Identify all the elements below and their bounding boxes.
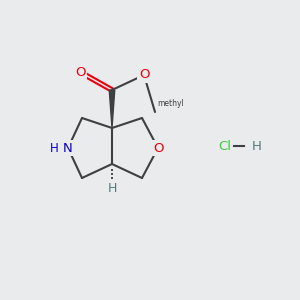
Text: H: H <box>50 142 59 154</box>
Text: methyl: methyl <box>157 99 184 108</box>
Text: H: H <box>252 140 262 152</box>
Text: O: O <box>75 65 85 79</box>
Text: Cl: Cl <box>218 140 231 152</box>
Polygon shape <box>109 90 115 128</box>
Text: O: O <box>153 142 163 154</box>
Text: O: O <box>139 68 149 82</box>
Text: H: H <box>107 182 117 194</box>
Text: N: N <box>63 142 73 154</box>
